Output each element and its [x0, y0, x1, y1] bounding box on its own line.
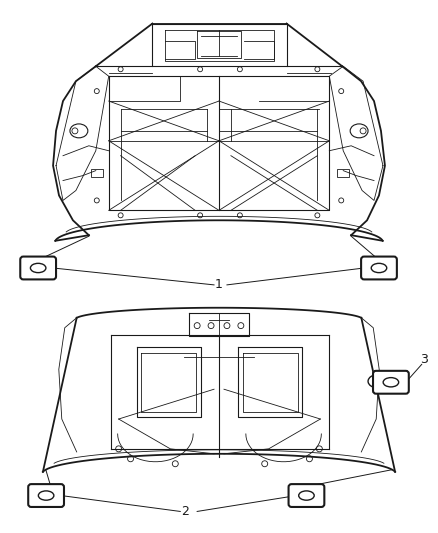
Ellipse shape	[371, 263, 386, 273]
Text: 2: 2	[181, 505, 189, 518]
Ellipse shape	[38, 491, 54, 500]
Ellipse shape	[70, 124, 88, 138]
FancyBboxPatch shape	[360, 256, 396, 279]
FancyBboxPatch shape	[28, 484, 64, 507]
FancyBboxPatch shape	[288, 484, 324, 507]
Ellipse shape	[30, 263, 46, 273]
Ellipse shape	[382, 377, 398, 387]
Bar	[336, 168, 348, 176]
Ellipse shape	[367, 374, 389, 388]
Text: 3: 3	[419, 353, 427, 366]
Ellipse shape	[350, 124, 367, 138]
FancyBboxPatch shape	[372, 371, 408, 394]
Bar	[91, 168, 102, 176]
Text: 1: 1	[215, 278, 223, 292]
Ellipse shape	[298, 491, 314, 500]
FancyBboxPatch shape	[20, 256, 56, 279]
